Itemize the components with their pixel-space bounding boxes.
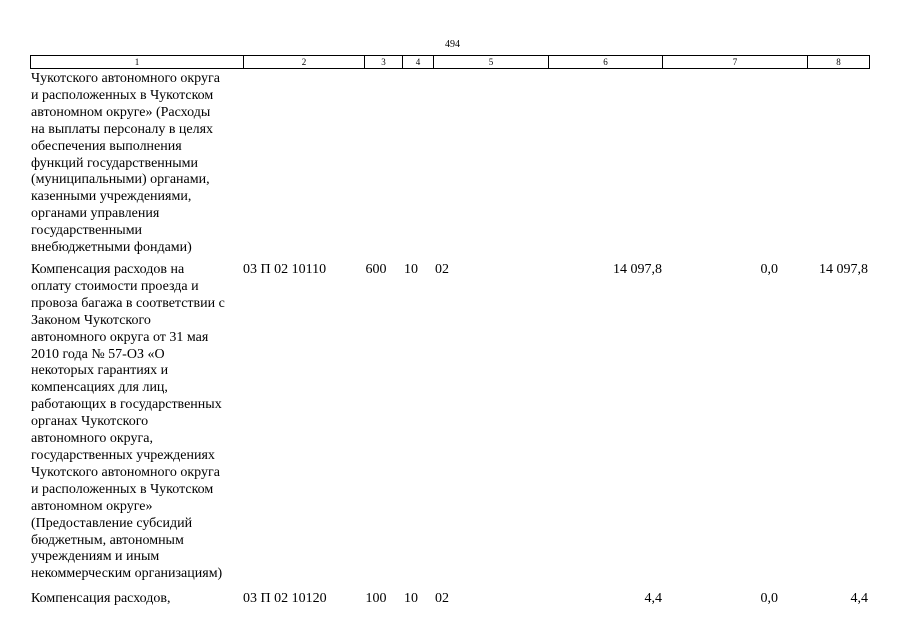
row-change: 0,0 [760, 591, 779, 606]
row-expense-type: 600 [365, 262, 387, 277]
column-header-7: 7 [663, 56, 808, 68]
column-header-2: 2 [244, 56, 365, 68]
row-subsection: 02 [435, 262, 449, 277]
row-section: 10 [404, 262, 418, 277]
row-section: 10 [404, 591, 418, 606]
row-sum: 14 097,8 [613, 262, 662, 277]
row-total: 4,4 [850, 591, 869, 606]
row-code: 03 П 02 10120 [243, 591, 327, 606]
row-total: 14 097,8 [819, 262, 868, 277]
row-subsection: 02 [435, 591, 449, 606]
row-sum: 4,4 [644, 591, 663, 606]
row-change: 0,0 [760, 262, 779, 277]
row-description: Чукотского автономного округа и располож… [31, 71, 220, 256]
column-header-3: 3 [365, 56, 403, 68]
column-header-4: 4 [403, 56, 434, 68]
page-number: 494 [445, 39, 460, 50]
row-code: 03 П 02 10110 [243, 262, 327, 277]
column-header-1: 1 [31, 56, 244, 68]
row-description: Компенсация расходов на оплату стоимости… [31, 262, 225, 582]
column-header-8: 8 [836, 57, 841, 67]
column-header-6: 6 [549, 56, 663, 68]
row-expense-type: 100 [365, 591, 387, 606]
row-description: Компенсация расходов, [31, 591, 171, 606]
column-header-5: 5 [434, 56, 549, 68]
table-header-row: 1 2 3 4 5 6 7 8 [30, 55, 870, 69]
